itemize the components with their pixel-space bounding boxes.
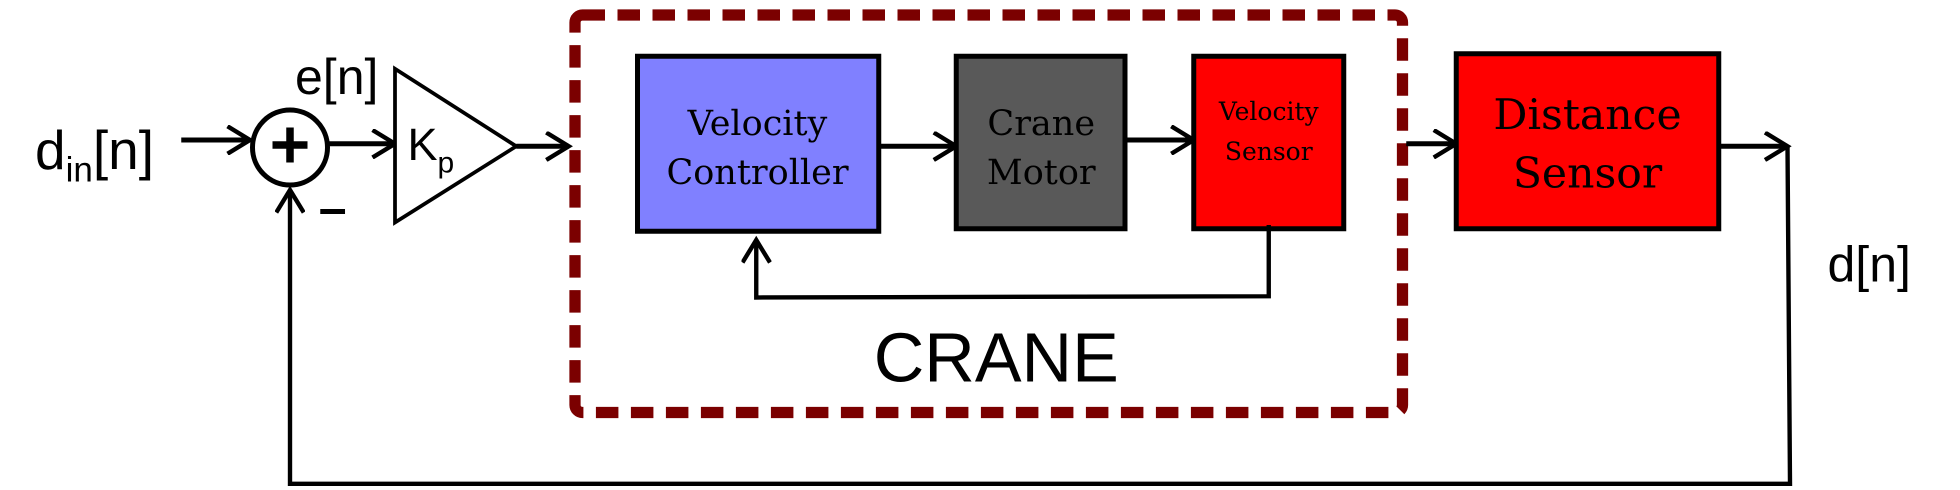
gain-label: Kp [408,119,455,179]
velocity-controller-label: Velocity [687,104,828,144]
minus-sign: – [319,180,347,236]
output-signal-label: d[n] [1828,236,1911,292]
velocity-controller-block: Velocity Controller [635,53,882,234]
summing-junction [250,107,330,188]
crane-motor-block: Crane Motor [953,53,1128,232]
velocity-sensor-block: Velocity Sensor [1191,53,1347,232]
crane-motor-label: Crane [987,104,1095,144]
velocity-sensor-label: Velocity [1218,97,1320,126]
error-signal-label: e[n] [295,49,378,105]
velocity-controller-label: Controller [666,153,848,193]
crane-motor-label: Motor [987,153,1096,193]
input-signal-label: din[n] [35,119,154,190]
crane-label: CRANE [874,318,1119,396]
distance-sensor-block: Distance Sensor [1453,51,1722,232]
crane-boundary [569,9,1409,419]
gain-block [393,65,520,226]
distance-sensor-label: Distance [1493,91,1681,140]
velocity-feedback-line [756,225,1271,300]
velocity-sensor-label: Sensor [1225,137,1313,166]
outer-feedback-line [290,146,1793,486]
distance-sensor-label: Sensor [1513,150,1663,199]
